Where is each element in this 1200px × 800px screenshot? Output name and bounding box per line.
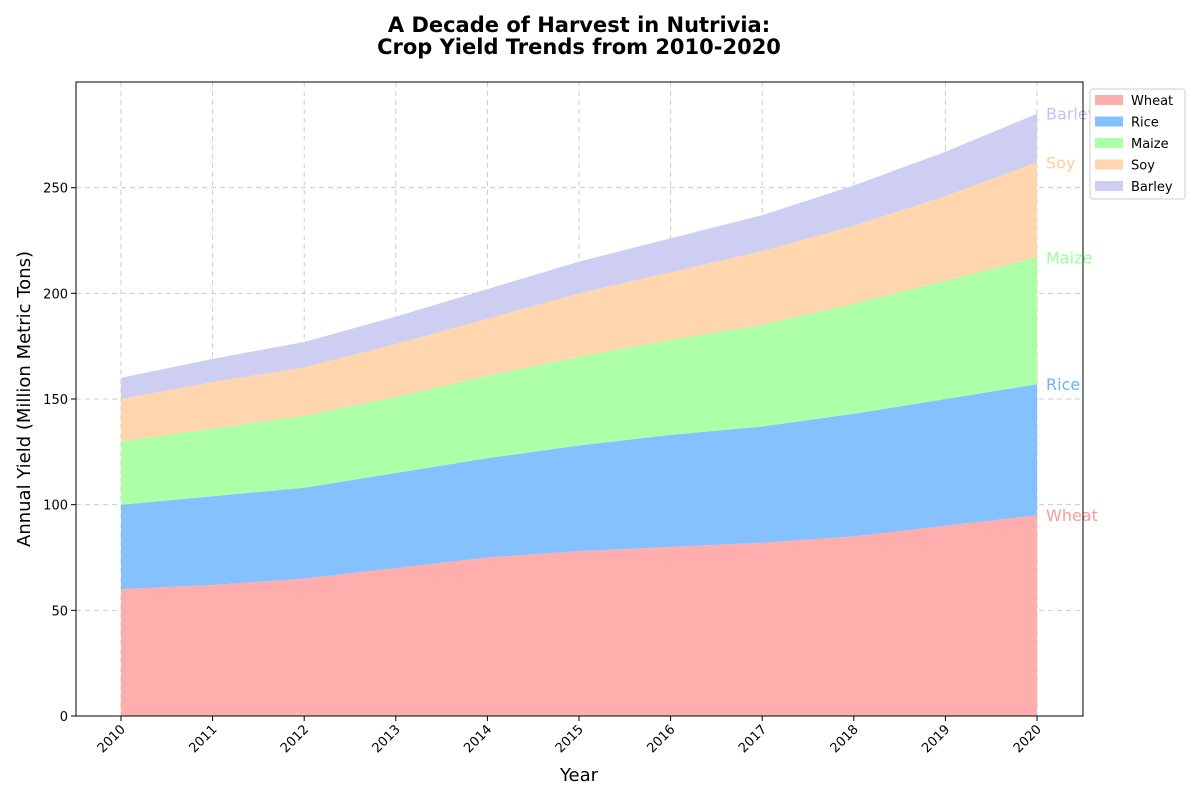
end-label-maize: Maize xyxy=(1046,248,1092,267)
x-tick-label: 2014 xyxy=(461,722,495,756)
x-tick-label: 2019 xyxy=(919,722,953,756)
x-tick-label: 2016 xyxy=(644,722,678,756)
area-maize xyxy=(121,257,1037,505)
y-tick-label: 200 xyxy=(43,287,68,302)
legend-swatch-soy xyxy=(1095,159,1123,170)
area-series xyxy=(121,113,1037,716)
legend-label-maize: Maize xyxy=(1131,137,1169,152)
y-tick-label: 150 xyxy=(43,393,68,408)
end-label-soy: Soy xyxy=(1046,153,1075,172)
area-rice xyxy=(121,384,1037,590)
x-tick-label: 2017 xyxy=(736,722,770,756)
y-axis-ticks: 0 50 100 150 200 250 xyxy=(43,182,76,725)
series-end-labels: Wheat Rice Maize Soy Barley xyxy=(1046,105,1098,526)
x-tick-label: 2010 xyxy=(95,722,129,756)
legend-label-wheat: Wheat xyxy=(1131,94,1173,109)
legend-swatch-rice xyxy=(1095,116,1123,127)
y-tick-label: 0 xyxy=(60,710,68,725)
area-barley xyxy=(121,113,1037,399)
x-axis-label: Year xyxy=(559,765,599,786)
chart-title-line-2: Crop Yield Trends from 2010-2020 xyxy=(377,35,781,59)
legend-swatch-barley xyxy=(1095,181,1123,191)
end-label-wheat: Wheat xyxy=(1046,506,1098,525)
x-tick-label: 2015 xyxy=(553,722,587,756)
legend: Wheat Rice Maize Soy Barley xyxy=(1089,88,1186,200)
legend-swatch-maize xyxy=(1095,138,1123,148)
legend-swatch-wheat xyxy=(1095,95,1123,105)
x-tick-label: 2013 xyxy=(370,722,404,756)
x-tick-label: 2011 xyxy=(186,722,220,756)
y-tick-label: 250 xyxy=(43,182,68,197)
end-label-barley: Barley xyxy=(1046,105,1097,124)
area-soy xyxy=(121,162,1037,442)
chart-title-line-1: A Decade of Harvest in Nutrivia: xyxy=(388,13,770,37)
legend-label-soy: Soy xyxy=(1131,159,1155,174)
x-tick-label: 2018 xyxy=(828,722,862,756)
x-axis-ticks: 2010 2011 2012 2013 2014 2015 2016 2017 2018 2019… xyxy=(95,716,1045,756)
y-axis-label: Annual Yield (Million Metric Tons) xyxy=(14,251,35,547)
y-tick-label: 50 xyxy=(51,604,68,619)
area-wheat xyxy=(121,515,1037,716)
legend-label-barley: Barley xyxy=(1131,180,1173,195)
legend-label-rice: Rice xyxy=(1131,116,1159,131)
x-tick-label: 2012 xyxy=(278,722,312,756)
x-tick-label: 2020 xyxy=(1011,722,1045,756)
end-label-rice: Rice xyxy=(1046,375,1080,394)
y-tick-label: 100 xyxy=(43,499,68,514)
